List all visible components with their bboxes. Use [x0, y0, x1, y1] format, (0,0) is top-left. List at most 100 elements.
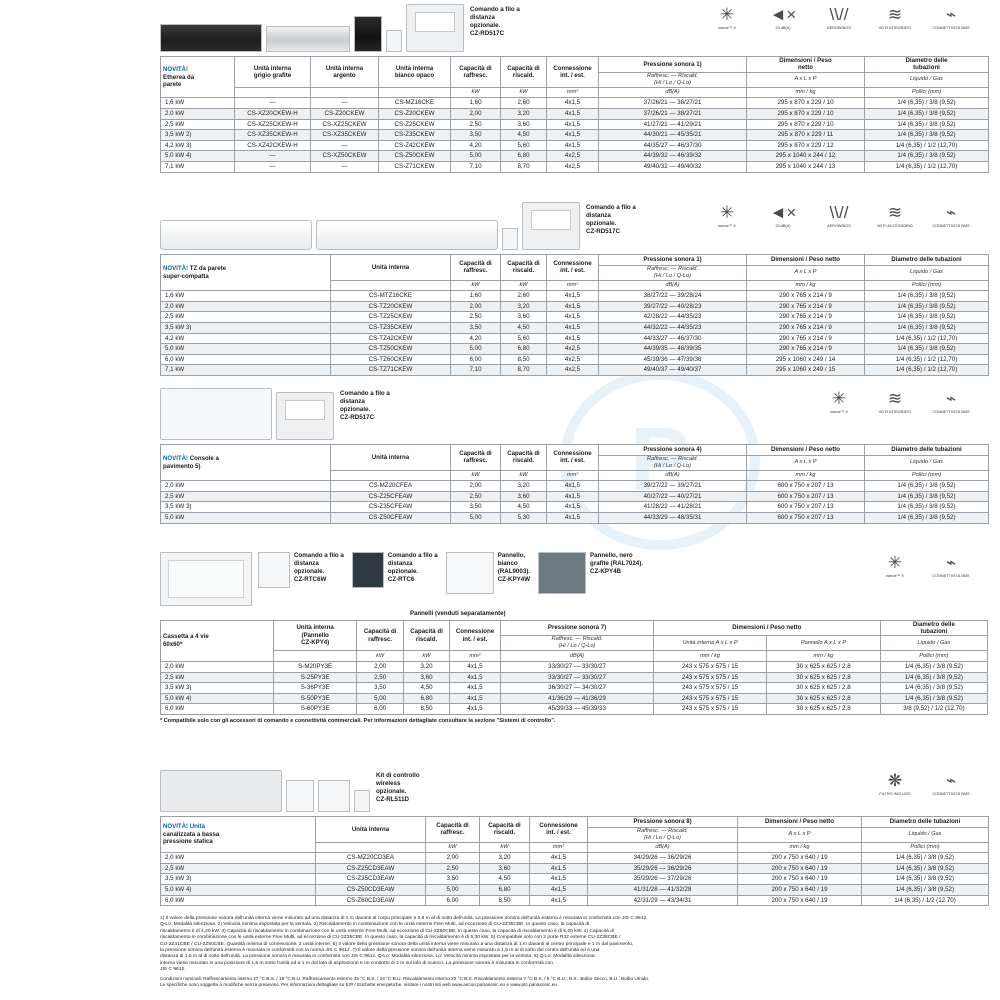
table-cell: 1/4 (6,35) / 3/8 (9,52): [864, 490, 989, 503]
canalizzata-feature-icons: ❋ FILTRO INCLUSO ⌁ CONNETTIVITÀ BMS: [872, 770, 988, 797]
section-title-line1: canalizzata a bassa: [163, 830, 220, 838]
table-cell: CS-TZ25CKEW: [330, 311, 451, 323]
table-cell: CS-Z50CFEAW: [330, 511, 451, 524]
col-dimensions: Dimensioni / Peso netto: [746, 56, 865, 73]
wireless-kit-image-2: [318, 780, 350, 812]
table-cell: S-36PY3E: [273, 682, 357, 694]
table-cell: 42/28/22 — 44/35/23: [598, 311, 747, 323]
col-indoor-unit: Unità interna: [330, 444, 451, 471]
table-cell: 4x1,5: [448, 671, 502, 684]
table-cell: 2,00: [450, 300, 501, 313]
table-cell: 290 x 765 x 214 / 9: [746, 290, 865, 302]
table-cell: 2,00: [425, 852, 480, 864]
col-sound-pressure: Pressione sonora 1): [598, 254, 747, 266]
table-cell: 41/36/29 — 41/36/29: [500, 692, 654, 705]
connectivity-icon: ⌁ CONNETTIVITÀ BMS: [932, 771, 970, 796]
table-cell: 1/4 (6,35) / 3/8 (9,52): [864, 118, 989, 131]
table-cell: 44/39/32 — 46/39/32: [598, 150, 747, 162]
etherea-body: 1,6 kW — — CS-MZ16CKE 1,60 2,60 4x1,5 37/26/21 …: [160, 97, 989, 173]
table-cell: 3/8 (9,52) / 1/2 (12,70): [879, 703, 989, 715]
section-title-line1: Cassetta a 4 vie: [163, 633, 209, 641]
etherea-remote-caption: Comando a filo a distanza opzionale. CZ-…: [470, 4, 520, 38]
table-cell: CS-Z35CKEW: [378, 129, 451, 141]
row-capacity-label: 3,5 kW 3): [160, 873, 316, 885]
col-indoor-white: Unità interna bianco opaco: [378, 56, 451, 88]
kit-caption-line2: wireless: [376, 780, 401, 787]
tz-unit-row: kW kW mm² dB(A) mm / kg Pollici (mm): [161, 279, 989, 292]
unit-mmkg: mm / kg: [746, 279, 865, 292]
table-cell: 243 x 575 x 575 / 15: [652, 692, 768, 705]
row-capacity-label: 6,0 kW: [159, 703, 275, 715]
unit-kw-cool: kW: [450, 469, 501, 482]
col-cooling-capacity: Capacità di raffresc.: [355, 619, 405, 652]
table-cell: 3,50: [450, 129, 501, 141]
table-cell: 41/28/22 — 41/28/21: [598, 501, 747, 513]
table-row: 5,0 kW 4) S-50PY3E 5,00 6,80 4x1,5 41/36/29 —…: [159, 692, 989, 705]
table-cell: 6,00: [450, 353, 501, 366]
col-indoor-graphite: Unità interna grigio grafite: [234, 56, 311, 88]
table-cell: 295 x 870 x 229 / 10: [746, 97, 865, 109]
table-cell: 4x1,5: [546, 108, 599, 120]
panel-white-image: [445, 552, 494, 594]
table-cell: 4x1,5: [546, 511, 599, 524]
table-row: 6,0 kW CS-Z60CD3EAW 6,00 8,50 4x1,5 42/31/29 …: [160, 894, 989, 907]
panel-white-line3: (RAL9003).: [497, 568, 531, 575]
rtc6w-caption: Comando a filo a distanza opzionale. CZ-…: [294, 552, 344, 584]
table-cell: 1/4 (6,35) / 3/8 (9,52): [879, 692, 989, 705]
table-cell: CS-Z25CD3EAW: [315, 862, 426, 875]
tz-remote-caption-line1: Comando a filo a: [586, 204, 636, 211]
table-cell: 243 x 575 x 575 / 15: [652, 682, 768, 694]
table-row: 2,5 kW CS-XZ25CKEW-H CS-XZ25CKEW CS-Z25CKEW…: [160, 118, 989, 131]
table-cell: S-M20PY3E: [273, 661, 357, 673]
console-header-row: NOVITÀ! Console a pavimento 5) Unità int…: [160, 443, 989, 482]
rtc6w-caption-line3: opzionale.: [294, 568, 325, 575]
row-capacity-label: 3,5 kW 2): [160, 129, 235, 141]
row-capacity-label: 2,0 kW: [160, 852, 316, 864]
filter-label: FILTRO INCLUSO: [879, 792, 911, 796]
tz-header-row: NOVITÀ! TZ da parete super-compatta Unit…: [160, 253, 989, 292]
table-cell: 6,80: [403, 692, 450, 705]
dimensions-subheader: A x L x P: [746, 71, 865, 88]
wifi-integrated-icon: ≋ WI-FI INTEGRATO: [878, 5, 912, 30]
col-heating-capacity: Capacità di riscald.: [500, 444, 547, 471]
table-cell: 4x1,5: [448, 692, 502, 705]
col-dimensions: Dimensioni / Peso netto: [652, 619, 881, 637]
table-cell: 4x2,5: [546, 343, 599, 355]
row-capacity-label: 5,0 kW 4): [159, 692, 275, 705]
table-cell: 295 x 1040 x 244 / 13: [746, 160, 865, 173]
table-cell: 1/4 (6,35) / 3/8 (9,52): [861, 883, 989, 896]
row-capacity-label: 4,2 kW 3): [160, 139, 235, 152]
unit-mm2: mm²: [529, 841, 588, 854]
filter-icon: ❋ FILTRO INCLUSO: [879, 771, 911, 796]
wifi-label: WI-FI INTEGRATO: [878, 26, 912, 30]
unit-mm2: mm²: [546, 279, 599, 292]
table-cell: 3,60: [500, 118, 547, 131]
table-cell: 3,60: [403, 671, 450, 684]
col-cooling-capacity: Capacità di raffresc.: [425, 816, 480, 843]
quiet-icon: ◄× 20 dB(A): [769, 203, 797, 228]
footnotes-block: 1) Il valore della pressione sonora dell…: [160, 916, 988, 988]
table-cell: 1/4 (6,35) / 3/8 (9,52): [864, 290, 989, 302]
table-cell: 5,60: [500, 139, 547, 152]
unit-indoor-white: [378, 86, 451, 99]
rtc6w-caption-line2: distanza: [294, 560, 319, 567]
table-cell: 200 x 750 x 640 / 19: [737, 852, 862, 864]
table-cell: CS-TZ20CKEW: [330, 300, 451, 313]
table-cell: 44/33/27 — 46/37/30: [598, 332, 747, 345]
canalizzata-subheader-row: Raffresc. — Riscald. (Hi / Lo / Q-Lo) A x…: [161, 826, 989, 843]
table-cell: 4x1,5: [546, 97, 599, 109]
section-title-line2: 60x60*: [163, 640, 183, 648]
row-capacity-label: 6,0 kW: [160, 894, 316, 907]
panel-white-line1: Pannello,: [497, 552, 526, 559]
table-cell: CS-TZ42CKEW: [330, 332, 451, 345]
col-sound-pressure: Pressione sonora 4): [598, 444, 747, 456]
section-title-line1: TZ da parete: [189, 265, 226, 273]
unit-mmkg: mm / kg: [746, 469, 865, 482]
footnote-line-10: Condizioni nominali: Raffrescamento inte…: [160, 975, 650, 981]
table-cell: 4x1,5: [546, 321, 599, 334]
rtc6-caption: Comando a filo a distanza opzionale. CZ-…: [388, 552, 438, 584]
table-cell: CS-Z71CKEW: [378, 160, 451, 173]
dimensions-panel-subheader: Pannello A x L x P: [766, 635, 881, 652]
tz-indoor-unit-image: [160, 220, 312, 250]
table-cell: 1/4 (6,35) / 3/8 (9,52): [864, 300, 989, 313]
